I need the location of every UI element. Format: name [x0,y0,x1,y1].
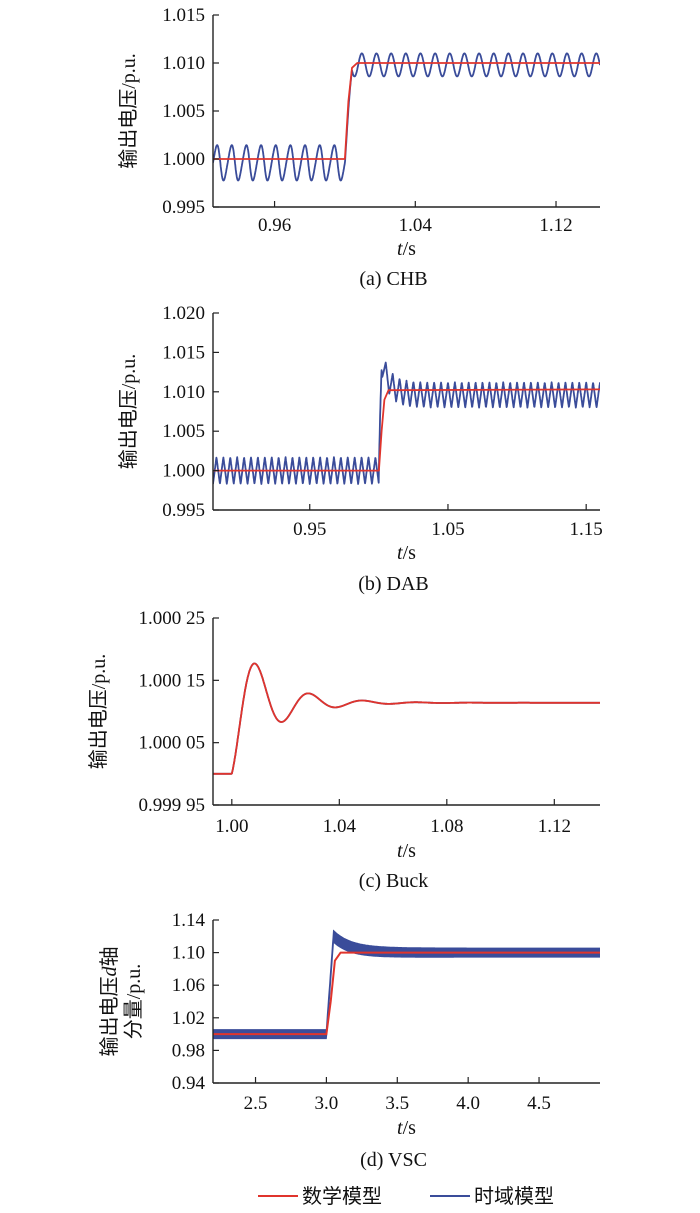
y-tick-label: 1.005 [162,101,205,122]
y-tick-label: 0.995 [162,197,205,218]
y-axis-title-line1-var: d [99,966,121,977]
y-tick-label: 1.015 [162,342,205,363]
y-axis-title: 输出电压/p.u. [117,354,140,470]
x-tick-label: 1.12 [539,215,572,236]
x-axis-title-var: t [397,1117,403,1139]
legend: 数学模型 时域模型 [258,1184,554,1208]
x-axis-title-var: t [397,542,403,564]
x-tick-label: 1.05 [431,519,464,540]
x-tick-label: 1.00 [215,816,248,837]
y-tick-label: 1.010 [162,382,205,403]
x-axis-title: t/s [397,542,416,564]
x-axis-title-var: t [397,238,403,260]
panel-caption: (c) Buck [359,870,428,892]
y-tick-label: 0.94 [172,1073,206,1094]
y-tick-label: 1.020 [162,303,205,324]
series-time-band [213,929,600,1040]
x-tick-label: 2.5 [244,1093,268,1114]
x-tick-label: 0.96 [258,215,291,236]
y-axis-title: 输出电压/p.u. [117,53,140,169]
x-tick-label: 4.5 [527,1093,551,1114]
series-group [213,929,600,1040]
series-time-line [213,662,600,775]
x-tick-label: 1.04 [323,816,357,837]
y-tick-label: 1.000 25 [139,608,206,629]
y-tick-label: 1.005 [162,421,205,442]
y-axis-title-line1-a: 输出电压 [98,977,121,1057]
y-tick-label: 1.015 [162,5,205,26]
series-math-line [213,951,600,1036]
series-group [213,662,600,775]
x-axis-title-unit: /s [403,238,417,260]
x-axis-title-unit: /s [403,840,417,862]
series-math-line [213,662,600,775]
x-tick-label: 3.0 [315,1093,339,1114]
series-time-line [213,361,600,485]
y-tick-label: 1.02 [172,1008,205,1029]
y-axis-title: 输出电压/p.u. [87,654,110,770]
x-tick-label: 1.08 [430,816,463,837]
x-tick-label: 1.12 [538,816,571,837]
x-tick-label: 4.0 [456,1093,480,1114]
series-math-line [213,388,600,472]
legend-label-time: 时域模型 [474,1184,554,1208]
x-tick-label: 0.95 [293,519,326,540]
panel-caption: (a) CHB [359,268,427,290]
y-axis-title-line1-b: 轴 [98,947,121,967]
legend-label-math: 数学模型 [302,1184,382,1208]
x-axis-title: t/s [397,238,416,260]
x-axis-title-unit: /s [403,542,417,564]
chart-panel-vsc: 2.5 3.0 3.5 4.0 4.5 0.94 0.98 1.02 1.06 1.10 1.14 t… [98,910,600,1171]
panel-caption: (b) DAB [358,573,429,595]
chart-panel-chb: 0.96 1.04 1.12 0.995 1.000 1.005 1.010 1.015 t/s… [117,5,600,290]
y-axis-title-line2: 分量/p.u. [122,964,145,1040]
x-axis-title-unit: /s [403,1117,417,1139]
y-tick-label: 0.98 [172,1040,205,1061]
series-group [213,52,600,182]
y-tick-label: 1.14 [172,910,206,931]
y-tick-label: 1.000 [162,461,205,482]
y-tick-label: 1.06 [172,975,205,996]
series-time-line [213,52,600,182]
y-tick-label: 1.000 05 [139,733,206,754]
panel-caption: (d) VSC [360,1149,427,1171]
x-tick-label: 1.15 [570,519,603,540]
x-axis-title: t/s [397,840,416,862]
series-group [213,361,600,485]
x-axis-title-var: t [397,840,403,862]
y-tick-label: 1.000 15 [139,670,206,691]
y-tick-label: 0.995 [162,500,205,521]
y-tick-label: 1.10 [172,943,205,964]
chart-panel-dab: 0.95 1.05 1.15 0.995 1.000 1.005 1.010 1.015 1.0… [117,303,603,595]
x-tick-label: 3.5 [385,1093,409,1114]
x-axis-title: t/s [397,1117,416,1139]
series-math-line [213,62,600,160]
y-tick-label: 1.000 [162,149,205,170]
y-tick-label: 1.010 [162,53,205,74]
y-tick-label: 0.999 95 [139,795,206,816]
y-axis-title-line1: 输出电压d轴 [98,947,121,1057]
chart-panel-buck: 1.00 1.04 1.08 1.12 0.999 95 1.000 05 1.000 15… [87,608,600,892]
x-tick-label: 1.04 [399,215,433,236]
